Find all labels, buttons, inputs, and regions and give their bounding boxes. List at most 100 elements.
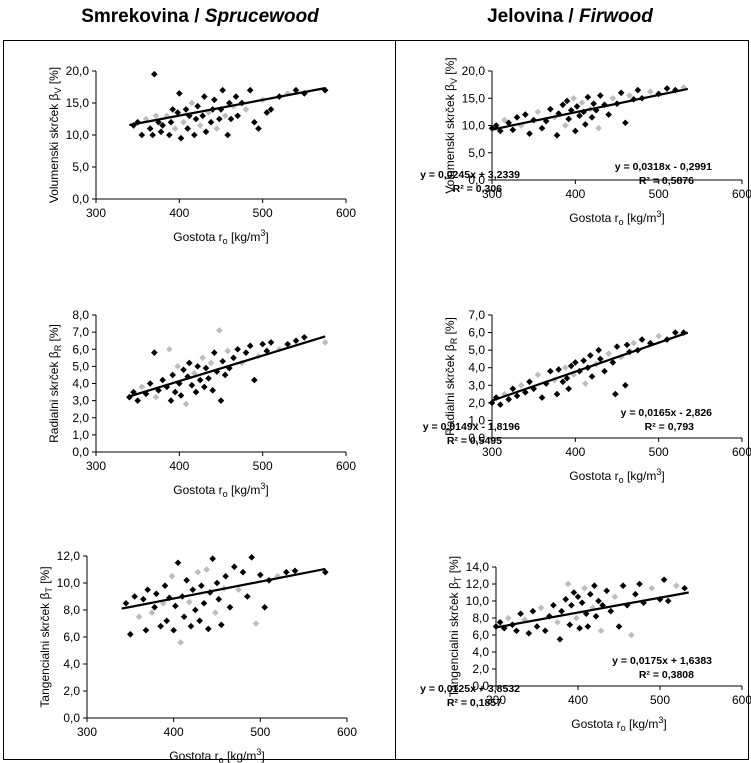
x-tick-label: 400 bbox=[568, 693, 588, 707]
data-point bbox=[157, 622, 164, 630]
data-point bbox=[562, 364, 569, 372]
chart-4: 0,0 5,0 10,0 15,0 20,0 300 400 500 600 y = 0,0318… bbox=[443, 57, 751, 227]
r-squared-label: R² = 0,793 bbox=[645, 421, 694, 433]
data-point bbox=[219, 86, 226, 94]
data-point bbox=[230, 354, 237, 362]
data-point bbox=[192, 388, 200, 396]
data-point bbox=[184, 125, 191, 132]
data-point bbox=[601, 101, 608, 109]
data-point bbox=[142, 626, 150, 634]
data-point bbox=[609, 359, 617, 366]
data-point bbox=[601, 367, 608, 375]
data-point bbox=[522, 111, 529, 118]
data-point bbox=[182, 106, 190, 113]
data-point bbox=[590, 100, 597, 107]
chart-6: 0,0 2,0 4,0 6,0 8,0 10,0 12,0 14,0 300 400 500 600 y… bbox=[447, 556, 751, 733]
x-tick-label: 600 bbox=[336, 459, 356, 473]
data-point bbox=[562, 122, 569, 129]
data-point bbox=[163, 617, 171, 625]
data-point bbox=[151, 70, 158, 78]
data-point bbox=[568, 601, 575, 609]
y-tick-label: 20,0 bbox=[462, 64, 486, 78]
y-tick-label: 4,0 bbox=[72, 377, 89, 391]
data-point bbox=[534, 108, 542, 116]
x-tick-label: 600 bbox=[732, 187, 751, 201]
data-point bbox=[497, 127, 504, 135]
data-point bbox=[209, 387, 216, 394]
y-tick-label: 6,0 bbox=[63, 630, 80, 644]
data-point bbox=[513, 392, 521, 400]
data-point bbox=[565, 385, 572, 393]
y-tick-label: 8,0 bbox=[472, 611, 489, 625]
data-point bbox=[234, 345, 241, 353]
data-point bbox=[248, 554, 255, 561]
data-point bbox=[605, 111, 612, 118]
data-point bbox=[573, 614, 580, 622]
data-point bbox=[581, 584, 588, 592]
data-point bbox=[617, 89, 625, 97]
x-tick-label: 600 bbox=[732, 445, 751, 459]
data-point bbox=[595, 597, 602, 605]
data-point bbox=[176, 90, 183, 97]
data-point bbox=[562, 596, 569, 603]
r-squared-label: R² = 0,3808 bbox=[639, 669, 694, 681]
data-point bbox=[529, 607, 537, 615]
data-point bbox=[554, 618, 561, 626]
data-point bbox=[261, 604, 268, 611]
data-point bbox=[564, 580, 572, 588]
data-point bbox=[180, 613, 188, 621]
x-axis-label: Gostota ro [kg/m3] bbox=[173, 481, 268, 499]
x-tick-label: 600 bbox=[337, 725, 357, 739]
column-title-italic: Sprucewood bbox=[204, 6, 319, 27]
data-point bbox=[526, 378, 533, 386]
data-point bbox=[159, 122, 166, 129]
x-tick-label: 600 bbox=[336, 206, 356, 220]
data-point bbox=[566, 621, 574, 629]
data-point bbox=[188, 99, 196, 107]
data-point bbox=[138, 131, 146, 139]
data-point bbox=[291, 567, 299, 575]
data-point bbox=[556, 635, 564, 643]
data-point bbox=[558, 607, 565, 615]
data-point bbox=[578, 99, 586, 106]
data-point bbox=[496, 618, 504, 626]
data-point bbox=[301, 333, 308, 341]
data-point bbox=[638, 336, 646, 343]
trend-line bbox=[129, 87, 326, 127]
y-tick-label: 4,0 bbox=[472, 645, 489, 659]
x-tick-label: 300 bbox=[86, 459, 106, 473]
data-point bbox=[595, 346, 602, 354]
data-point bbox=[634, 86, 642, 94]
y-axis-label: Volumenski skrček βV [%] bbox=[443, 57, 459, 193]
data-point bbox=[647, 88, 654, 96]
data-point bbox=[180, 118, 187, 126]
data-point bbox=[213, 368, 221, 375]
data-point bbox=[167, 397, 175, 404]
data-point bbox=[660, 576, 668, 584]
x-axis-label: Gostota ro [kg/m3] bbox=[571, 715, 666, 733]
data-point bbox=[655, 332, 662, 340]
data-point bbox=[630, 339, 637, 347]
data-point bbox=[591, 582, 598, 589]
data-point bbox=[216, 327, 223, 334]
data-point bbox=[553, 132, 561, 139]
data-point bbox=[135, 613, 143, 621]
data-point bbox=[251, 118, 258, 126]
data-point bbox=[146, 125, 154, 132]
data-point bbox=[533, 623, 541, 630]
data-point bbox=[513, 627, 520, 635]
data-point bbox=[146, 380, 154, 387]
data-point bbox=[207, 118, 215, 126]
data-point bbox=[505, 614, 512, 622]
y-axis-label: Radialni skrček βR [%] bbox=[443, 317, 459, 436]
data-point bbox=[263, 109, 271, 116]
data-point bbox=[196, 122, 204, 129]
data-point bbox=[246, 86, 254, 94]
data-point bbox=[612, 390, 619, 398]
column-title-firwood: Jelovina / Firwood bbox=[400, 6, 740, 34]
data-point bbox=[509, 385, 517, 393]
data-point bbox=[292, 86, 300, 94]
data-point bbox=[187, 622, 195, 630]
data-point bbox=[226, 99, 233, 107]
data-point bbox=[322, 568, 329, 576]
